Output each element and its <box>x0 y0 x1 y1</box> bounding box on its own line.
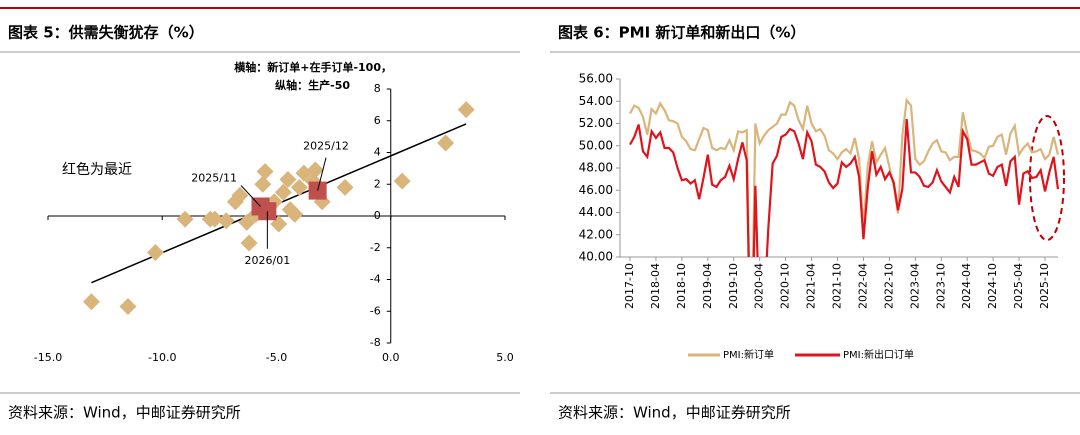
point-label: 2025/12 <box>303 140 349 153</box>
chart-title: 图表 5：供需失衡犹存（%） <box>8 24 204 42</box>
y-tick-label: -4 <box>370 273 381 286</box>
y-tick-label: 4 <box>374 146 381 159</box>
annotation: 横轴：新订单+在手订单-100， <box>234 60 392 74</box>
y-tick-label: 40.00 <box>579 250 613 264</box>
point <box>437 134 455 152</box>
annotation: 红色为最近 <box>62 161 132 178</box>
x-tick-label: 2020-10 <box>779 263 792 309</box>
x-tick-label: 2023-04 <box>908 263 921 309</box>
x-tick-label: 2022-04 <box>856 263 869 309</box>
y-tick-label: 46.00 <box>579 183 613 197</box>
y-tick-label: 52.00 <box>579 116 613 130</box>
x-tick-label: -5.0 <box>266 351 287 364</box>
annotation: 纵轴：生产-50 <box>275 78 350 92</box>
point <box>176 210 194 228</box>
point <box>290 178 308 196</box>
x-tick-label: 2020-04 <box>753 263 766 309</box>
x-tick-label: 2021-04 <box>805 263 818 309</box>
x-tick-label: 2025-04 <box>1012 263 1025 309</box>
x-tick-label: 2018-04 <box>649 263 662 309</box>
point <box>279 171 297 188</box>
source: 资料来源：Wind，中邮证券研究所 <box>8 404 241 422</box>
leader-line <box>317 157 327 191</box>
point-label: 2025/11 <box>191 171 237 184</box>
y-tick-label: -6 <box>370 304 381 317</box>
highlight-ellipse <box>1029 115 1065 241</box>
y-tick-label: 0 <box>374 209 381 222</box>
y-tick-label: 42.00 <box>579 227 613 241</box>
point <box>274 183 292 201</box>
x-tick-label: 2017-10 <box>623 263 636 309</box>
series-line <box>629 118 1060 257</box>
point <box>336 178 354 196</box>
x-tick-label: 5.0 <box>496 351 514 364</box>
x-tick-label: 2019-04 <box>701 263 714 309</box>
y-tick-label: -2 <box>370 241 381 254</box>
x-tick-label: 2022-10 <box>882 263 895 309</box>
point <box>217 212 235 230</box>
legend-label: PMI:新出口订单 <box>843 348 914 361</box>
y-tick-label: -8 <box>370 336 381 349</box>
y-tick-label: 54.00 <box>579 94 613 108</box>
y-tick-label: 44.00 <box>579 205 613 219</box>
x-tick-label: 0.0 <box>382 351 400 364</box>
point <box>254 175 272 193</box>
point <box>286 205 304 223</box>
y-tick-label: 48.00 <box>579 161 613 175</box>
x-tick-label: 2024-04 <box>960 263 973 309</box>
x-tick-label: 2025-10 <box>1038 263 1051 309</box>
y-tick-label: 56.00 <box>579 72 613 86</box>
point <box>240 234 258 252</box>
point <box>306 161 324 179</box>
y-tick-label: 6 <box>374 114 381 127</box>
point <box>206 210 224 228</box>
legend-label: PMI:新订单 <box>723 348 774 361</box>
x-tick-label: -15.0 <box>34 351 62 364</box>
x-tick-label: 2019-10 <box>727 263 740 309</box>
chart-title: 图表 6：PMI 新订单和新出口（%） <box>558 24 805 42</box>
leader-line <box>240 185 261 207</box>
x-tick-label: -10.0 <box>148 351 176 364</box>
point <box>82 293 100 311</box>
point <box>393 172 411 190</box>
y-tick-label: 8 <box>374 82 381 95</box>
y-tick-label: 2 <box>374 177 381 190</box>
point <box>238 213 256 231</box>
point <box>256 163 274 181</box>
x-tick-label: 2023-10 <box>934 263 947 309</box>
point <box>231 186 249 204</box>
point <box>146 244 164 261</box>
x-tick-label: 2021-10 <box>831 263 844 309</box>
source: 资料来源：Wind，中邮证券研究所 <box>558 404 791 422</box>
y-tick-label: 50.00 <box>579 138 613 152</box>
point <box>457 101 475 119</box>
x-tick-label: 2018-10 <box>675 263 688 309</box>
point-label: 2026/01 <box>245 254 291 267</box>
point <box>119 298 137 315</box>
series-line <box>629 97 1060 257</box>
x-tick-label: 2024-10 <box>986 263 999 309</box>
